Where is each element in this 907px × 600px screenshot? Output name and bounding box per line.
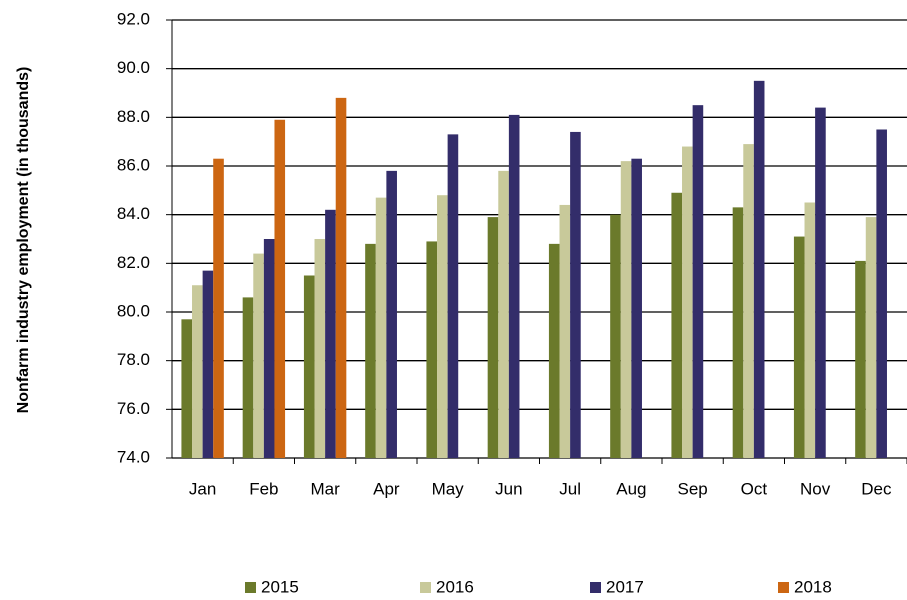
x-tick-label: May [432,479,465,498]
y-tick-label: 92.0 [117,9,150,28]
bar [682,146,693,459]
bar [620,161,632,458]
bar [548,243,560,458]
bar [753,80,765,458]
bar [865,217,877,458]
bar [487,217,499,458]
bar [242,297,254,458]
legend-label: 2016 [436,577,474,596]
legend-swatch [590,582,601,593]
legend-label: 2015 [261,577,299,596]
bar [335,97,347,458]
bar [804,202,816,458]
bar [426,241,438,458]
x-tick-label: Apr [373,479,400,498]
bar [559,204,571,458]
bar [876,129,887,458]
x-tick-label: Jan [189,479,216,498]
x-tick-label: Jun [495,479,522,498]
bar [671,192,683,458]
y-tick-label: 82.0 [117,253,150,272]
bar [570,131,581,458]
legend-swatch [420,582,431,593]
bar [274,119,286,459]
x-tick-label: Oct [741,479,768,498]
bar [793,236,805,458]
legend-label: 2018 [794,577,832,596]
bar [375,197,387,458]
x-tick-label: Sep [678,479,708,498]
bar [855,260,866,458]
bar [365,243,376,458]
y-tick-label: 76.0 [117,399,150,418]
bar [498,170,509,458]
bar [202,270,214,458]
bar [732,207,744,458]
y-tick-label: 80.0 [117,301,150,320]
bar [213,158,224,458]
bar [508,114,520,459]
bar [192,285,203,458]
legend-label: 2017 [606,577,644,596]
x-tick-label: Aug [616,479,646,498]
x-tick-label: Jul [559,479,581,498]
y-tick-label: 84.0 [117,204,150,223]
bar [743,144,754,458]
x-tick-label: Feb [249,479,278,498]
bar [263,239,275,458]
bar [692,105,704,459]
bar [437,195,448,458]
x-tick-label: Mar [310,479,340,498]
x-tick-label: Dec [861,479,892,498]
y-axis-label: Nonfarm industry employment (in thousand… [15,67,32,414]
y-tick-label: 90.0 [117,58,150,77]
legend-swatch [778,582,789,593]
x-tick-label: Nov [800,479,831,498]
bar [325,209,336,458]
bar [386,170,397,458]
y-tick-label: 86.0 [117,155,150,174]
bar [181,319,193,458]
bar [610,214,621,458]
legend-swatch [245,582,256,593]
bar [631,158,642,458]
bar [303,275,315,458]
bar [447,134,459,458]
bar [314,239,326,458]
bar [815,107,826,458]
bar [253,253,264,458]
y-tick-label: 74.0 [117,447,150,466]
y-tick-label: 88.0 [117,107,150,126]
y-tick-label: 78.0 [117,350,150,369]
